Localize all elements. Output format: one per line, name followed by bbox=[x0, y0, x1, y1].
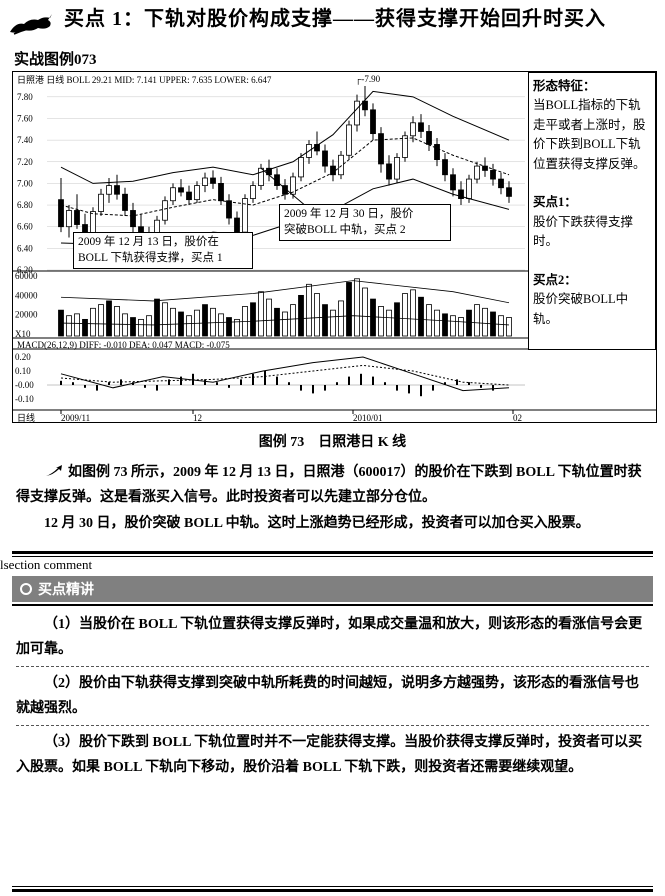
bottom-rule bbox=[12, 886, 653, 892]
svg-text:2009/11: 2009/11 bbox=[61, 413, 90, 423]
body-p2: 12 月 30 日，股价突破 BOLL 中轨。这时上涨趋势已经形成，投资者可以加… bbox=[16, 512, 649, 537]
section-title: 买点精讲 bbox=[38, 579, 94, 599]
side-panel: 形态特征： 当BOLL指标的下轨走平或者上涨时，股价下跌到BOLL下轨位置获得支… bbox=[528, 72, 656, 350]
svg-text:6.60: 6.60 bbox=[17, 222, 33, 232]
body-p1-text: 如图例 73 所示，2009 年 12 月 13 日，日照港（600017）的股… bbox=[16, 465, 642, 505]
side-p2: 股价下跌获得支撑时。 bbox=[533, 213, 651, 252]
side-h3: 买点2： bbox=[533, 271, 651, 290]
svg-text:6.40: 6.40 bbox=[17, 243, 33, 253]
side-h1: 形态特征： bbox=[533, 77, 651, 96]
svg-text:02: 02 bbox=[513, 413, 522, 423]
callout-1-line2: BOLL 下轨获得支撑，买点 1 bbox=[78, 251, 248, 267]
svg-text:7.60: 7.60 bbox=[17, 113, 33, 123]
example-label: 实战图例073 bbox=[0, 42, 665, 71]
tip-1: （1）当股价在 BOLL 下轨位置获得支撑反弹时，如果成交量温和放大，则该形态的… bbox=[16, 612, 649, 667]
callout-1: 2009 年 12 月 13 日，股价在 BOLL 下轨获得支撑，买点 1 bbox=[73, 232, 253, 269]
callout-2-line1: 2009 年 12 月 30 日，股价 bbox=[284, 207, 446, 223]
tips: （1）当股价在 BOLL 下轨位置获得支撑反弹时，如果成交量温和放大，则该形态的… bbox=[0, 612, 665, 785]
thin-rule bbox=[12, 604, 653, 606]
section-bar: 买点精讲 bbox=[12, 576, 653, 602]
svg-text:6.80: 6.80 bbox=[17, 200, 33, 210]
arrow-icon bbox=[44, 464, 66, 478]
callout-2: 2009 年 12 月 30 日，股价 突破BOLL 中轨，买点 2 bbox=[279, 204, 451, 241]
tip-2: （2）股价由下轨获得支撑到突破中轨所耗费的时间越短，说明多方越强势，该形态的看涨… bbox=[16, 671, 649, 726]
svg-text:-0.00: -0.00 bbox=[15, 380, 34, 390]
svg-text:40000: 40000 bbox=[15, 290, 38, 300]
side-p3: 股价突破BOLL中轨。 bbox=[533, 290, 651, 329]
svg-text:2010/01: 2010/01 bbox=[353, 413, 383, 423]
callout-2-line2: 突破BOLL 中轨，买点 2 bbox=[284, 223, 446, 239]
page-header: 买点 1：下轨对股价构成支撑——获得支撑开始回升时买入 bbox=[0, 0, 665, 42]
thick-rule bbox=[12, 551, 653, 557]
svg-text:7.80: 7.80 bbox=[17, 92, 33, 102]
bull-icon bbox=[8, 6, 56, 38]
svg-text:┌-7.90: ┌-7.90 bbox=[355, 74, 381, 85]
svg-text:7.00: 7.00 bbox=[17, 178, 33, 188]
svg-text:60000: 60000 bbox=[15, 271, 38, 281]
side-h2: 买点1： bbox=[533, 193, 651, 212]
side-p1: 当BOLL指标的下轨走平或者上涨时，股价下跌到BOLL下轨位置获得支撑反弹。 bbox=[533, 96, 651, 174]
svg-text:0.20: 0.20 bbox=[15, 352, 31, 362]
svg-text:7.20: 7.20 bbox=[17, 157, 33, 167]
svg-text:日线: 日线 bbox=[17, 412, 35, 423]
svg-text:12: 12 bbox=[193, 413, 202, 423]
tip-3: （3）股价下跌到 BOLL 下轨位置时并不一定能获得支撑。当股价获得支撑反弹时，… bbox=[16, 730, 649, 784]
callout-1-line1: 2009 年 12 月 13 日，股价在 bbox=[78, 235, 248, 251]
chart-area: 日照港 日线 BOLL 29.21 MID: 7.141 UPPER: 7.63… bbox=[12, 71, 657, 423]
caption: 图例 73 日照港日 K 线 bbox=[0, 431, 665, 451]
svg-text:20000: 20000 bbox=[15, 310, 38, 320]
body-text: 如图例 73 所示，2009 年 12 月 13 日，日照港（600017）的股… bbox=[0, 461, 665, 537]
circle-icon bbox=[20, 583, 32, 595]
body-p1: 如图例 73 所示，2009 年 12 月 13 日，日照港（600017）的股… bbox=[16, 461, 649, 510]
svg-text:0.10: 0.10 bbox=[15, 366, 31, 376]
page-title: 买点 1：下轨对股价构成支撑——获得支撑开始回升时买入 bbox=[64, 6, 606, 32]
svg-text:-0.10: -0.10 bbox=[15, 394, 34, 404]
svg-text:7.40: 7.40 bbox=[17, 135, 33, 145]
